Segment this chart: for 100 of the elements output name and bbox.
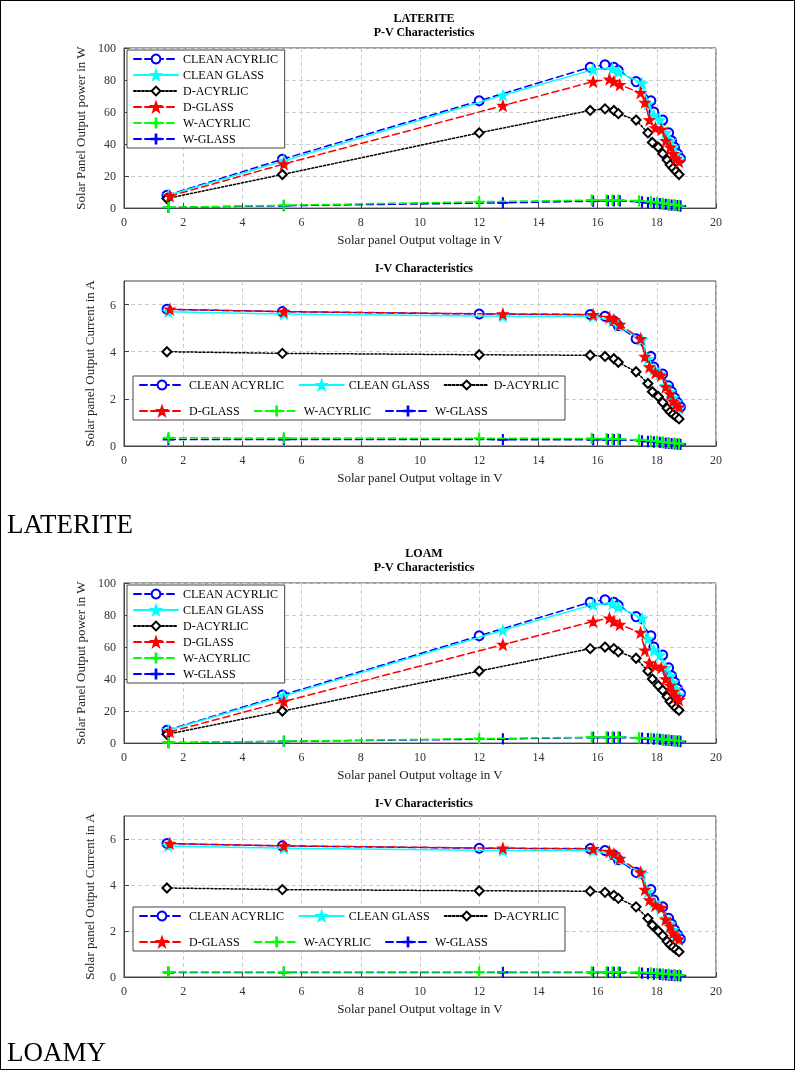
y-tick-label: 6 (110, 832, 116, 846)
x-tick-label: 8 (357, 215, 364, 230)
legend-label: CLEAN ACYRLIC (189, 909, 285, 923)
chart-title: LATERITE (393, 11, 455, 25)
x-tick-label: 2 (180, 750, 187, 765)
x-tick-label: 10 (414, 984, 426, 998)
x-tick-label: 6 (298, 215, 305, 230)
x-tick-label: 12 (473, 215, 486, 230)
x-tick-label: 14 (532, 215, 545, 230)
legend-label: D-GLASS (189, 404, 240, 418)
y-tick-label: 20 (104, 704, 116, 719)
y-tick-label: 40 (104, 137, 116, 152)
x-tick-label: 4 (239, 215, 246, 230)
legend-label: CLEAN GLASS (348, 378, 430, 392)
y-tick-label: 0 (110, 970, 116, 984)
x-tick-label: 8 (357, 750, 364, 765)
x-tick-label: 10 (414, 453, 426, 467)
x-tick-label: 10 (414, 215, 426, 230)
x-tick-label: 4 (239, 750, 246, 765)
x-tick-label: 0 (121, 750, 127, 765)
y-tick-label: 60 (104, 640, 116, 655)
x-axis-title: Solar panel Output voltage in V (337, 1000, 504, 1016)
legend-label: W-ACYRLIC (183, 116, 251, 130)
y-axis-title: Solar Panel Output power in W (73, 580, 89, 745)
y-tick-label: 6 (110, 297, 116, 312)
x-tick-label: 0 (121, 453, 127, 467)
x-tick-label: 12 (473, 750, 486, 765)
y-tick-label: 0 (110, 201, 116, 216)
x-tick-label: 18 (650, 750, 663, 765)
y-tick-label: 60 (104, 105, 116, 120)
chart-title: I-V Characteristics (374, 796, 474, 810)
legend-label: W-GLASS (435, 935, 488, 949)
legend-label: D-ACYRLIC (493, 378, 560, 392)
x-tick-label: 6 (298, 750, 305, 765)
x-tick-label: 20 (710, 750, 722, 765)
chart-subtitle: P-V Characteristics (373, 25, 475, 39)
text: LATERITE (7, 508, 133, 539)
x-tick-label: 16 (591, 750, 604, 765)
legend-label: D-GLASS (183, 100, 234, 114)
x-axis-title: Solar panel Output voltage in V (337, 469, 504, 485)
x-tick-label: 14 (532, 984, 545, 998)
x-axis-title: Solar panel Output voltage in V (337, 767, 504, 782)
legend-label: D-ACYRLIC (493, 909, 560, 923)
x-tick-label: 18 (650, 453, 663, 467)
x-tick-label: 18 (650, 984, 663, 998)
legend-label: D-ACYRLIC (183, 84, 249, 98)
legend-label: CLEAN GLASS (348, 909, 430, 923)
y-tick-label: 80 (104, 608, 116, 623)
x-tick-label: 12 (473, 453, 486, 467)
x-tick-label: 0 (121, 215, 127, 230)
legend-label: W-GLASS (183, 132, 236, 146)
y-tick-label: 100 (98, 41, 116, 55)
y-tick-label: 4 (110, 878, 116, 892)
y-axis-title: Solar panel Output Current in A (82, 812, 97, 980)
x-tick-label: 4 (239, 453, 246, 467)
text: LOAMY (7, 1036, 106, 1067)
y-tick-label: 0 (110, 736, 116, 751)
y-tick-label: 80 (104, 73, 116, 88)
x-tick-label: 18 (650, 215, 663, 230)
y-tick-label: 40 (104, 672, 116, 687)
x-tick-label: 0 (121, 984, 127, 998)
x-tick-label: 6 (298, 984, 305, 998)
y-tick-label: 100 (98, 576, 116, 590)
x-tick-label: 6 (298, 453, 305, 467)
y-axis-title: Solar panel Output Current in A (82, 279, 97, 447)
legend-label: CLEAN ACYRLIC (189, 378, 285, 392)
y-tick-label: 0 (110, 439, 116, 453)
x-axis-title: Solar panel Output voltage in V (337, 232, 504, 247)
legend-label: CLEAN GLASS (183, 68, 265, 82)
x-tick-label: 14 (532, 453, 545, 467)
legend-label: W-ACYRLIC (303, 935, 372, 949)
x-tick-label: 8 (357, 984, 364, 998)
legend-label: CLEAN GLASS (183, 603, 265, 617)
legend-label: W-ACYRLIC (303, 404, 372, 418)
legend-label: W-GLASS (183, 667, 236, 681)
legend-label: D-ACYRLIC (183, 619, 249, 633)
y-tick-label: 2 (110, 924, 116, 938)
x-tick-label: 2 (180, 984, 187, 998)
x-tick-label: 14 (532, 750, 545, 765)
legend-label: D-GLASS (189, 935, 240, 949)
legend-label: W-ACYRLIC (183, 651, 251, 665)
x-tick-label: 16 (591, 984, 604, 998)
legend-label: CLEAN ACYRLIC (183, 52, 279, 66)
x-tick-label: 2 (180, 215, 187, 230)
x-tick-label: 4 (239, 984, 246, 998)
x-tick-label: 20 (710, 984, 722, 998)
x-tick-label: 20 (710, 215, 722, 230)
legend-label: W-GLASS (435, 404, 488, 418)
legend-label: CLEAN ACYRLIC (183, 587, 279, 601)
x-tick-label: 2 (180, 453, 187, 467)
x-tick-label: 10 (414, 750, 426, 765)
y-tick-label: 2 (110, 391, 116, 406)
x-tick-label: 20 (710, 453, 722, 467)
y-tick-label: 4 (110, 344, 116, 359)
x-tick-label: 8 (357, 453, 364, 467)
y-axis-title: Solar Panel Output power in W (73, 45, 89, 210)
y-tick-label: 20 (104, 169, 116, 184)
chart-title: LOAM (405, 546, 443, 560)
x-tick-label: 16 (591, 215, 604, 230)
chart-title: I-V Characteristics (374, 261, 474, 275)
